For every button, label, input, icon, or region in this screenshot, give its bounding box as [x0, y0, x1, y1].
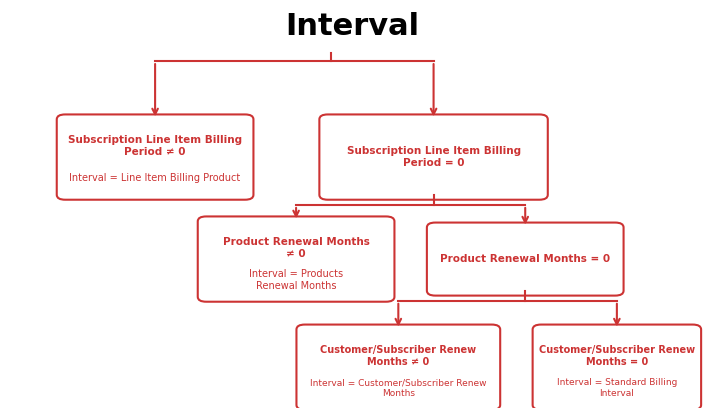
Text: Product Renewal Months
≠ 0: Product Renewal Months ≠ 0 — [223, 237, 369, 259]
Text: Interval = Customer/Subscriber Renew
Months: Interval = Customer/Subscriber Renew Mon… — [310, 378, 486, 398]
Text: Interval = Line Item Billing Product: Interval = Line Item Billing Product — [70, 173, 240, 183]
FancyBboxPatch shape — [319, 115, 548, 200]
FancyBboxPatch shape — [296, 325, 501, 408]
Text: Interval = Products
Renewal Months: Interval = Products Renewal Months — [249, 269, 343, 291]
Text: Customer/Subscriber Renew
Months ≠ 0: Customer/Subscriber Renew Months ≠ 0 — [320, 345, 477, 367]
Text: Subscription Line Item Billing
Period = 0: Subscription Line Item Billing Period = … — [347, 146, 520, 168]
Text: Customer/Subscriber Renew
Months = 0: Customer/Subscriber Renew Months = 0 — [539, 345, 695, 367]
FancyBboxPatch shape — [427, 223, 624, 295]
Text: Interval = Standard Billing
Interval: Interval = Standard Billing Interval — [557, 378, 677, 398]
FancyBboxPatch shape — [197, 217, 395, 302]
Text: Interval: Interval — [286, 12, 419, 41]
FancyBboxPatch shape — [57, 115, 254, 200]
Text: Product Renewal Months = 0: Product Renewal Months = 0 — [440, 254, 611, 264]
FancyBboxPatch shape — [533, 325, 701, 408]
Text: Subscription Line Item Billing
Period ≠ 0: Subscription Line Item Billing Period ≠ … — [68, 135, 242, 157]
